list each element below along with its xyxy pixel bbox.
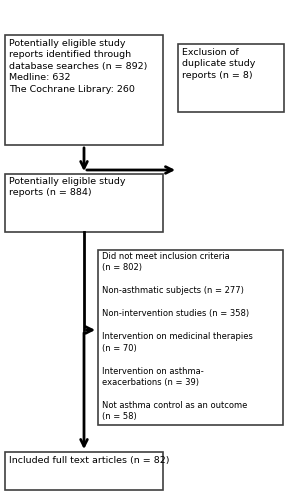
Text: Did not meet inclusion criteria
(n = 802)

Non-asthmatic subjects (n = 277)

Non: Did not meet inclusion criteria (n = 802… <box>102 252 253 422</box>
Bar <box>5 35 163 145</box>
Bar <box>5 174 163 232</box>
Text: Potentially eligible study
reports identified through
database searches (n = 892: Potentially eligible study reports ident… <box>9 39 147 94</box>
Bar <box>178 44 284 112</box>
Text: Potentially eligible study
reports (n = 884): Potentially eligible study reports (n = … <box>9 177 125 198</box>
Bar <box>98 250 283 425</box>
Text: Exclusion of
duplicate study
reports (n = 8): Exclusion of duplicate study reports (n … <box>182 48 255 80</box>
Bar <box>5 452 163 490</box>
Text: Included full text articles (n = 82): Included full text articles (n = 82) <box>9 456 170 465</box>
